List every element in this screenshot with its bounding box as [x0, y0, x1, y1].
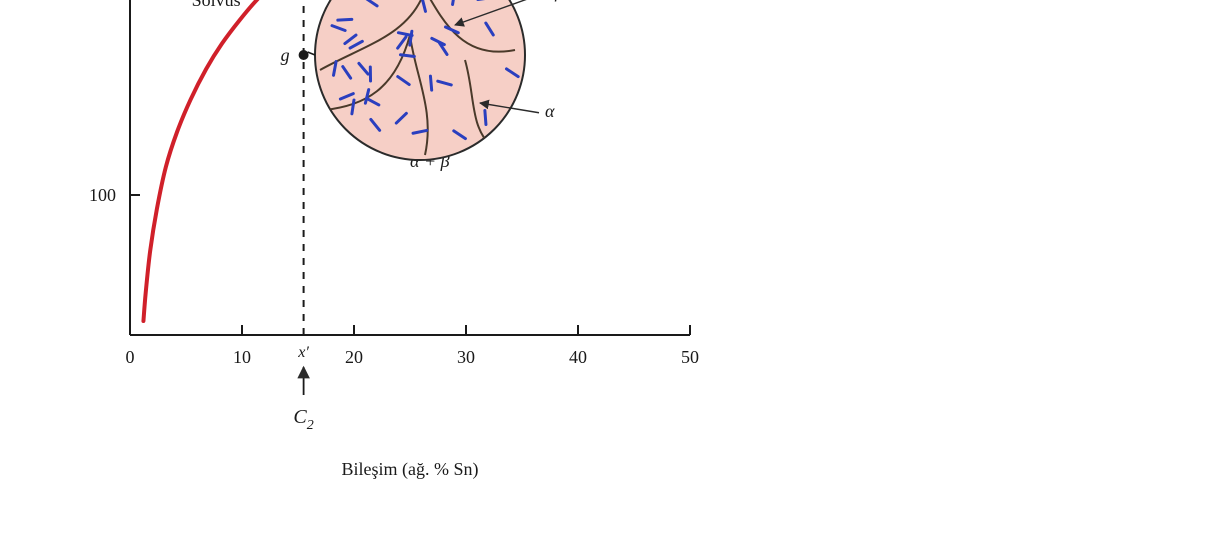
figure-stage: 0 10 20 30 40 50 x′ C2 Bileşim (ağ. % Sn) 100 Solv… — [0, 0, 1228, 555]
x-tick-label: 20 — [345, 347, 363, 367]
y-tick-label: 100 — [89, 185, 116, 205]
x-tick-label: 0 — [126, 347, 135, 367]
alpha-label: α — [545, 101, 555, 121]
leader-g-to-micrograph — [308, 52, 315, 55]
x-prime-label: x′ — [297, 344, 309, 361]
figure-svg: 0 10 20 30 40 50 x′ C2 Bileşim (ağ. % Sn) 100 Solv… — [0, 0, 1228, 555]
x-tick-label: 40 — [569, 347, 587, 367]
x-tick-label: 50 — [681, 347, 699, 367]
x-tick-label: 10 — [233, 347, 251, 367]
x-axis-title: Bileşim (ağ. % Sn) — [342, 459, 479, 480]
point-g — [299, 50, 309, 60]
micrograph — [315, 0, 525, 160]
solvus-label: Solvüs — [192, 0, 241, 10]
beta-label: β — [554, 0, 564, 1]
x-tick-label: 30 — [457, 347, 475, 367]
c2-label: C2 — [293, 406, 313, 433]
point-g-label: g — [281, 45, 290, 65]
solvus-curve — [143, 0, 296, 321]
